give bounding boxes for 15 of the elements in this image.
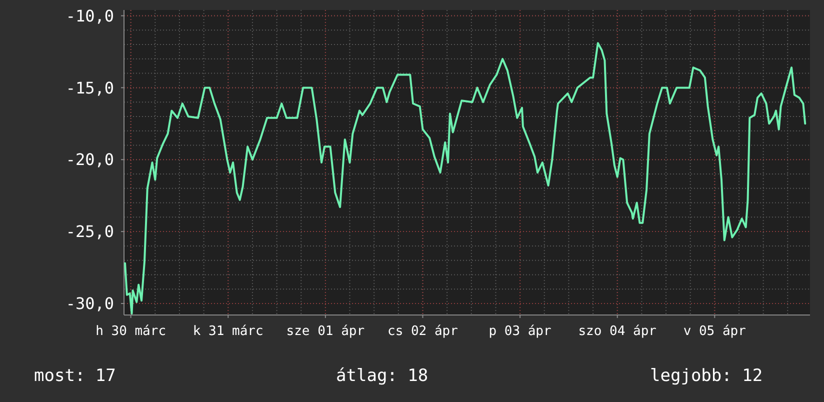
x-tick-label: k 31 márc — [192, 324, 264, 339]
y-tick-label: -30,0 — [66, 294, 114, 314]
text: átlag: 18 — [336, 366, 428, 386]
y-tick-label: -10,0 — [66, 6, 114, 26]
x-tick-label: szo 04 ápr — [578, 324, 657, 339]
x-tick-label: h 30 márc — [96, 324, 166, 339]
text: most: 17 — [34, 366, 116, 386]
x-tick-label: sze 01 ápr — [286, 324, 365, 339]
x-tick-label: p 03 ápr — [488, 324, 552, 339]
y-tick-label: -25,0 — [66, 222, 114, 242]
x-tick-label: cs 02 ápr — [388, 324, 458, 339]
y-tick-label: -15,0 — [66, 78, 114, 98]
x-tick-label: v 05 ápr — [683, 324, 746, 339]
y-tick-label: -20,0 — [66, 150, 114, 170]
text: legjobb: 12 — [650, 366, 763, 386]
